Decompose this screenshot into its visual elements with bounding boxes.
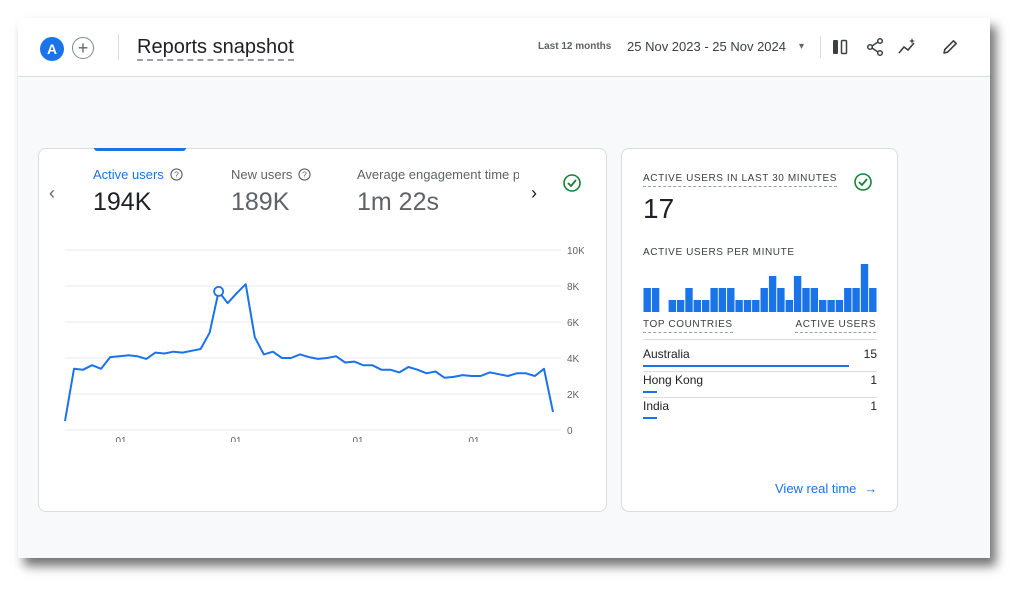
minute-bar [752, 300, 760, 312]
divider [643, 339, 877, 340]
minute-bar [785, 300, 793, 312]
next-metric-arrow[interactable]: › [531, 183, 537, 203]
y-tick-label: 0 [567, 426, 573, 437]
minute-bar [860, 264, 869, 312]
metric-value: 189K [231, 188, 290, 216]
minute-bar [668, 300, 676, 312]
active-tab-indicator [94, 148, 186, 151]
divider [643, 397, 877, 398]
minute-bar [810, 288, 818, 312]
country-name: Australia [643, 347, 690, 361]
minute-bar [702, 300, 710, 312]
top-bar: A + Reports snapshot Last 12 months 25 N… [18, 18, 990, 77]
report-window: A + Reports snapshot Last 12 months 25 N… [18, 18, 990, 558]
check-circle-icon[interactable] [852, 171, 874, 193]
minute-bar [768, 276, 777, 312]
add-comparison-button[interactable]: + [72, 37, 94, 59]
divider [118, 34, 119, 60]
country-count: 1 [870, 373, 877, 387]
country-count: 15 [863, 347, 877, 361]
minute-bar [835, 300, 844, 312]
overview-card: ‹ Active users ? 194K New users ? 189K [38, 148, 607, 512]
metric-label: New users [231, 167, 293, 182]
minute-bar [676, 300, 685, 312]
divider [643, 371, 877, 372]
active-users-chart: 10K8K6K4K2K001Jan01Apr01Jul01Oct [64, 246, 584, 442]
metric-value: 1m 22s [357, 188, 439, 216]
page-title: Reports snapshot [137, 36, 294, 61]
metric-engagement-time[interactable]: Average engagement time p 1m 22s [357, 167, 519, 217]
metric-active-users[interactable]: Active users ? 194K [93, 167, 183, 217]
insights-icon[interactable] [897, 37, 917, 57]
share-bar [643, 417, 658, 419]
help-icon[interactable]: ? [298, 168, 312, 181]
view-real-time-label: View real time [775, 481, 857, 496]
prev-metric-arrow[interactable]: ‹ [49, 183, 55, 203]
share-bar [643, 391, 658, 393]
per-minute-label: ACTIVE USERS PER MINUTE [643, 247, 795, 258]
metric-value: 194K [93, 188, 152, 216]
svg-text:?: ? [174, 169, 179, 179]
country-name: India [643, 399, 670, 413]
share-icon[interactable] [865, 37, 885, 57]
minute-bar [643, 288, 651, 312]
minute-bar [827, 300, 835, 312]
chevron-down-icon[interactable]: ▾ [799, 41, 805, 52]
x-tick-day: 01 [230, 436, 242, 442]
y-tick-label: 4K [567, 354, 580, 365]
country-name: Hong Kong [643, 373, 704, 387]
highlight-point [213, 286, 225, 297]
edit-icon[interactable] [940, 37, 960, 57]
series-line [64, 283, 554, 422]
realtime-value: 17 [643, 193, 675, 224]
minute-bar [727, 288, 735, 312]
arrow-right-icon: → [864, 481, 878, 496]
col-header-users: ACTIVE USERS [795, 319, 876, 333]
minute-bar [685, 288, 693, 312]
property-avatar[interactable]: A [40, 37, 64, 61]
date-range-value[interactable]: 25 Nov 2023 - 25 Nov 2024 [627, 39, 786, 54]
y-tick-label: 2K [567, 390, 580, 401]
minute-bar [793, 276, 802, 312]
y-tick-label: 8K [567, 282, 580, 293]
metric-label: Average engagement time p [357, 167, 519, 182]
share-bar [643, 365, 849, 367]
realtime-title: ACTIVE USERS IN LAST 30 MINUTES [643, 173, 838, 187]
x-tick-day: 01 [352, 436, 364, 442]
minute-bar [777, 288, 785, 312]
country-count: 1 [870, 399, 877, 413]
metric-new-users[interactable]: New users ? 189K [231, 167, 312, 217]
metric-label: Active users [93, 167, 164, 182]
minute-bar [651, 288, 660, 312]
check-circle-icon[interactable] [561, 172, 583, 194]
realtime-card: ACTIVE USERS IN LAST 30 MINUTES 17 ACTIV… [621, 148, 898, 512]
minute-bar [718, 288, 727, 312]
y-tick-label: 10K [567, 246, 584, 257]
compare-icon[interactable] [830, 37, 850, 57]
minute-bar [819, 300, 827, 312]
view-real-time-link[interactable]: View real time → [775, 481, 877, 496]
minute-bar [693, 300, 701, 312]
per-minute-chart [643, 264, 877, 312]
help-icon[interactable]: ? [170, 168, 183, 181]
svg-text:?: ? [303, 169, 308, 179]
date-range-label[interactable]: Last 12 months [538, 41, 612, 52]
x-tick-day: 01 [115, 436, 127, 442]
minute-bar [735, 300, 743, 312]
minute-bar [743, 300, 752, 312]
minute-bar [844, 288, 852, 312]
minute-bar [760, 288, 768, 312]
minute-bar [852, 288, 860, 312]
minute-bar [869, 288, 877, 312]
x-tick-day: 01 [468, 436, 480, 442]
col-header-country: TOP COUNTRIES [643, 319, 733, 333]
divider [820, 36, 821, 58]
y-tick-label: 6K [567, 318, 580, 329]
minute-bar [710, 288, 718, 312]
minute-bar [802, 288, 810, 312]
